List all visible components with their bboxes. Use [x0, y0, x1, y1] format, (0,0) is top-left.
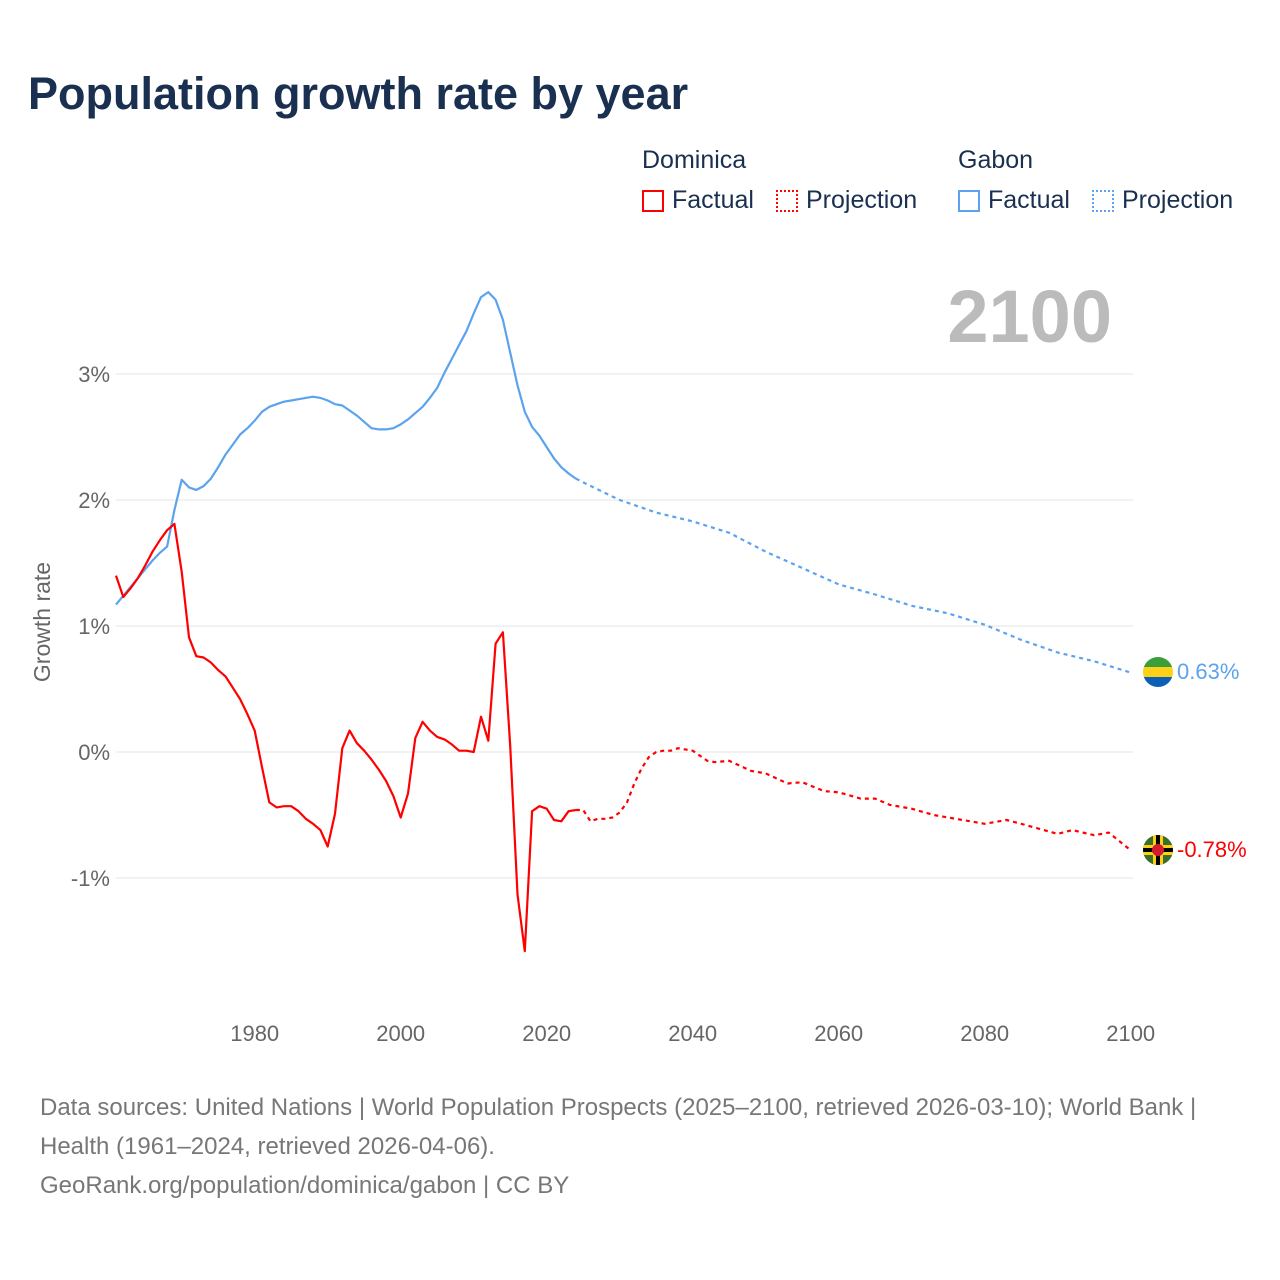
- series-line-dominica-factual: [114, 522, 577, 953]
- legend-label: Factual: [672, 186, 754, 214]
- y-tick-label: 0%: [78, 740, 110, 765]
- footer: Data sources: United Nations | World Pop…: [40, 1088, 1240, 1205]
- y-axis-label: Growth rate: [29, 562, 55, 682]
- y-tick-label: 3%: [78, 362, 110, 387]
- credit-link[interactable]: GeoRank.org/population/dominica/gabon | …: [40, 1172, 570, 1199]
- x-tick-label: 2020: [522, 1021, 571, 1046]
- x-tick-label: 1980: [230, 1021, 279, 1046]
- legend-group-dominica: Dominica: [642, 146, 747, 174]
- legend-gabon-projection[interactable]: Projection: [1092, 186, 1233, 215]
- x-tick-label: 2100: [1106, 1021, 1155, 1046]
- legend-swatch-solid: [958, 189, 980, 212]
- legend-swatch-solid: [642, 189, 664, 212]
- x-tick-label: 2040: [668, 1021, 717, 1046]
- x-tick-label: 2000: [376, 1021, 425, 1046]
- y-tick-label: 1%: [78, 614, 110, 639]
- legend-swatch-dotted: [776, 189, 798, 212]
- legend-gabon-factual[interactable]: Factual: [958, 186, 1070, 215]
- legend-swatch-dotted: [1092, 189, 1114, 212]
- dominica-flag-icon: [1143, 835, 1173, 865]
- legend-dominica-projection[interactable]: Projection: [776, 186, 917, 215]
- legend-label: Projection: [806, 186, 918, 214]
- legend-label: Projection: [1122, 186, 1234, 214]
- dominica-end-label: -0.78%: [1177, 837, 1247, 862]
- legend-group-gabon: Gabon: [958, 146, 1034, 174]
- gabon-flag-icon: [1143, 657, 1173, 687]
- page-title: Population growth rate by year: [28, 68, 689, 119]
- year-watermark: 2100: [947, 275, 1112, 358]
- y-tick-label: -1%: [71, 866, 110, 891]
- data-sources: Data sources: United Nations | World Pop…: [40, 1094, 1197, 1160]
- x-tick-label: 2080: [960, 1021, 1009, 1046]
- series-line-gabon-projection: [575, 477, 1132, 674]
- series-line-dominica-projection: [575, 747, 1132, 852]
- legend-label: Factual: [988, 186, 1070, 214]
- y-tick-label: 2%: [78, 488, 110, 513]
- legend-dominica-factual[interactable]: Factual: [642, 186, 754, 215]
- gabon-end-label: 0.63%: [1177, 659, 1239, 684]
- series-line-gabon-factual: [115, 291, 577, 606]
- x-tick-label: 2060: [814, 1021, 863, 1046]
